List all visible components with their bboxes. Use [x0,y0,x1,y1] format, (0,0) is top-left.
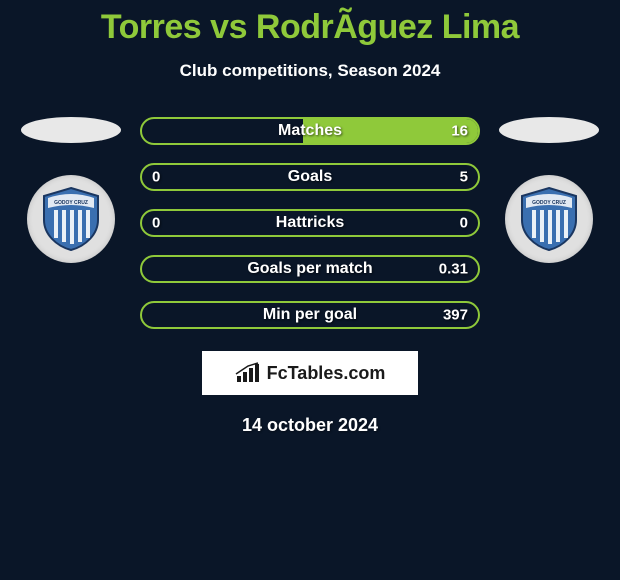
brand-text: FcTables.com [267,363,386,384]
chart-icon [235,362,261,384]
flag-left-placeholder [21,117,121,143]
stat-bar: Goals per match 0.31 [140,255,480,283]
club-crest-right: GODOY CRUZ [505,175,593,263]
stat-value-right: 397 [443,307,468,324]
stat-bars: Matches 16 0 Goals 5 0 Hattricks 0 Goals per mat… [140,117,480,329]
player-right-column: GODOY CRUZ [498,117,600,263]
page-title: Torres vs RodrÃ­guez Lima [0,8,620,47]
stat-label: Goals per match [247,260,372,278]
stat-label: Goals [288,168,332,186]
brand-badge: FcTables.com [202,351,418,395]
stat-bar: Matches 16 [140,117,480,145]
stat-value-left: 0 [152,169,160,186]
stat-value-right: 0.31 [439,261,468,278]
svg-text:GODOY CRUZ: GODOY CRUZ [532,200,566,206]
stat-label: Hattricks [276,214,344,232]
svg-text:GODOY CRUZ: GODOY CRUZ [54,200,88,206]
stat-value-left: 0 [152,215,160,232]
stat-value-right: 16 [451,123,468,140]
shield-icon: GODOY CRUZ [36,184,106,254]
shield-icon: GODOY CRUZ [514,184,584,254]
flag-right-placeholder [499,117,599,143]
stat-value-right: 0 [460,215,468,232]
date-text: 14 october 2024 [0,415,620,436]
stat-label: Matches [278,122,342,140]
subtitle: Club competitions, Season 2024 [0,61,620,81]
stat-value-right: 5 [460,169,468,186]
stat-bar: 0 Goals 5 [140,163,480,191]
stat-label: Min per goal [263,306,357,324]
comparison-row: GODOY CRUZ Matches 16 0 Goals 5 0 Hattricks 0 Go… [0,117,620,329]
stat-bar: 0 Hattricks 0 [140,209,480,237]
player-left-column: GODOY CRUZ [20,117,122,263]
comparison-card: Torres vs RodrÃ­guez Lima Club competiti… [0,0,620,436]
club-crest-left: GODOY CRUZ [27,175,115,263]
stat-bar: Min per goal 397 [140,301,480,329]
